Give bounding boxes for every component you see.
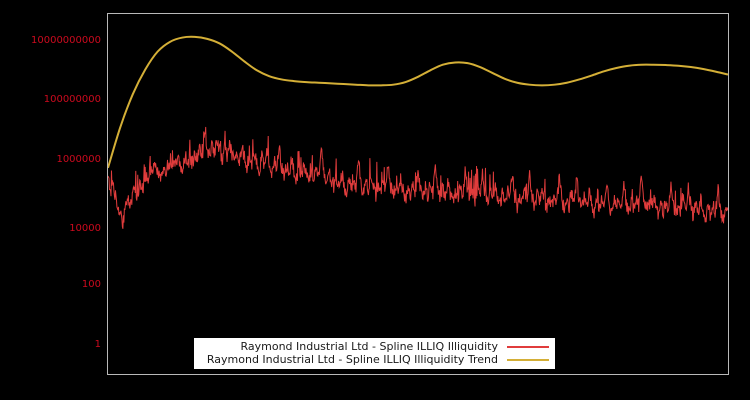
legend-item-label: Raymond Industrial Ltd - Spline ILLIQ Il…	[240, 340, 498, 353]
legend-item: Raymond Industrial Ltd - Spline ILLIQ Il…	[194, 340, 555, 353]
y-tick-label: 1000000	[56, 154, 101, 165]
y-tick-label: 100	[81, 279, 101, 290]
plot-svg	[108, 14, 728, 374]
y-tick-label: 10000000000	[31, 35, 101, 46]
y-tick-label: 100000000	[43, 94, 101, 105]
line-swatch-icon	[507, 345, 549, 348]
y-tick-label: 1	[94, 339, 101, 350]
y-axis-tick-labels: 10000000000 100000000 1000000 10000 100 …	[0, 0, 101, 400]
series-line-illiquidity-trend	[108, 37, 728, 168]
y-tick-label: 10000	[69, 223, 101, 234]
line-swatch-icon	[507, 358, 549, 361]
legend-item-label: Raymond Industrial Ltd - Spline ILLIQ Il…	[206, 353, 498, 366]
chart-legend: Raymond Industrial Ltd - Spline ILLIQ Il…	[194, 338, 555, 369]
legend-item: Raymond Industrial Ltd - Spline ILLIQ Il…	[194, 353, 555, 366]
plot-area	[107, 13, 729, 375]
series-line-illiquidity	[108, 127, 728, 229]
